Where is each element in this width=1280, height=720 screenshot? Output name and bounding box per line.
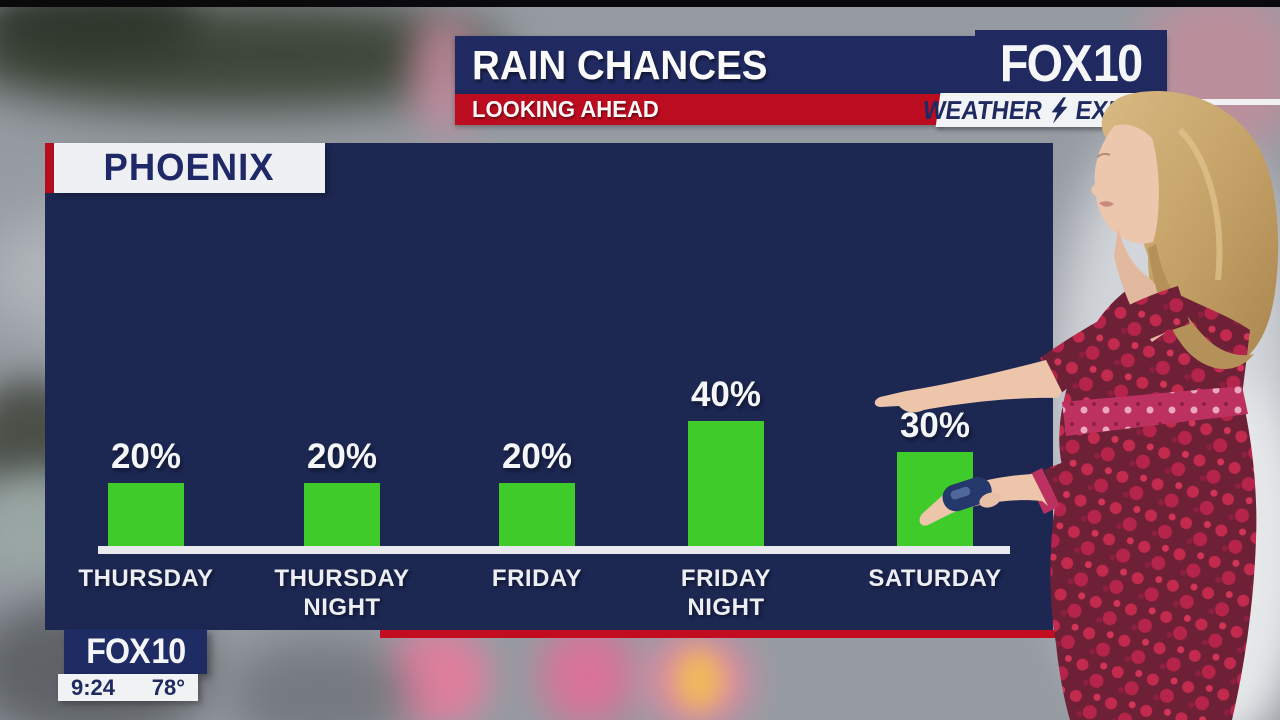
- clock-time: 9:24: [71, 674, 116, 700]
- location-tab: PHOENIX: [54, 143, 325, 193]
- rain-value-thursday-night: 20%: [306, 437, 378, 476]
- station-bug: FOX 10: [64, 629, 207, 674]
- panel-bottom-accent: [380, 630, 1072, 638]
- rain-bar-saturday: [897, 452, 973, 548]
- rain-value-friday-night: 40%: [690, 375, 762, 414]
- chart-baseline: [98, 546, 1010, 554]
- rain-bar-thursday: [108, 483, 184, 548]
- rain-value-saturday: 30%: [899, 406, 971, 445]
- axis-label-saturday: SATURDAY: [868, 565, 1002, 592]
- location-label: PHOENIX: [104, 146, 275, 189]
- lightning-bolt-icon: [1051, 96, 1068, 124]
- rain-bar-thursday-night: [304, 483, 380, 548]
- rain-bar-friday-night: [688, 421, 764, 548]
- station-bug-text: FOX 10: [85, 631, 186, 671]
- subtitle-bar: LOOKING AHEAD: [455, 94, 944, 125]
- weather-label: WEATHER: [921, 94, 1045, 125]
- letterbox-bar: [0, 0, 1280, 7]
- axis-label-friday: FRIDAY: [491, 565, 583, 592]
- axis-label-thursday-night: THURSDAY NIGHT: [274, 565, 410, 621]
- time-temp-bug: 9:24 78°: [58, 674, 198, 701]
- subtitle-text: LOOKING AHEAD: [472, 96, 659, 122]
- fox10-logo: FOX 10: [975, 30, 1167, 97]
- fox10-logo-text: FOX 10: [1000, 34, 1143, 93]
- background-taillight-blur: [540, 625, 635, 720]
- axis-label-thursday: THURSDAY: [78, 565, 214, 592]
- experts-label: EXPERTS: [1073, 94, 1190, 125]
- background-headlight-blur: [675, 650, 723, 710]
- headline-title: RAIN CHANCES: [472, 41, 768, 88]
- presenter-brow: [1096, 152, 1111, 158]
- background-trees-blur: [0, 0, 200, 60]
- rain-value-friday: 20%: [501, 437, 573, 476]
- weather-experts-badge: WEATHER EXPERTS: [921, 93, 1189, 127]
- rain-bar-friday: [499, 483, 575, 548]
- location-accent-stripe: [45, 143, 54, 193]
- temperature: 78°: [151, 674, 185, 700]
- background-shadow-blur: [230, 640, 410, 720]
- background-light-blur: [1140, 380, 1280, 720]
- rain-value-thursday: 20%: [110, 437, 182, 476]
- axis-label-friday-night: FRIDAY NIGHT: [680, 565, 772, 621]
- forecast-panel: [45, 143, 1053, 630]
